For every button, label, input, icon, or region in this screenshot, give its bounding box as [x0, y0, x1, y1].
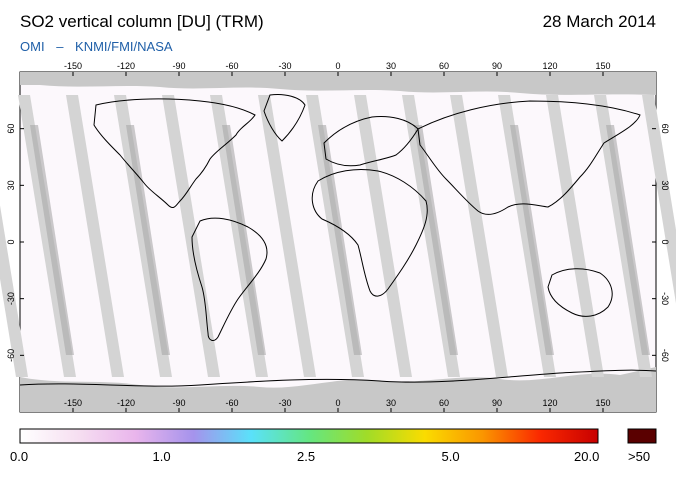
swath-shadow-band: [126, 125, 170, 355]
swath-shadow-band: [318, 125, 362, 355]
australia-outline: [547, 268, 613, 317]
colorbar-label: 0.0: [10, 449, 29, 464]
so2-colorbar: [19, 428, 657, 444]
overpass-gap-band: [258, 95, 316, 377]
lon-tick-label-top: -30: [278, 61, 291, 71]
lon-tick-label-top: 30: [386, 61, 396, 71]
lon-tick-label-bottom: -30: [278, 398, 291, 408]
africa-outline: [311, 168, 428, 297]
lon-tick-label-top: 120: [542, 61, 557, 71]
lon-tick-label-bottom: 120: [542, 398, 557, 408]
swath-shadow-band: [414, 125, 458, 355]
lon-tick-label-bottom: -90: [172, 398, 185, 408]
lon-tick-label-bottom: -150: [64, 398, 82, 408]
asia-outline: [417, 100, 641, 215]
colorbar-label: 20.0: [574, 449, 600, 464]
antarctic-no-data: [20, 367, 656, 412]
lat-tick-label-left: 30: [6, 180, 16, 190]
lon-tick-label-top: -60: [225, 61, 238, 71]
so2-world-map: -150 -120 -90 -60 -30 0 30 60 90 120 150 -150 -120-…: [0, 61, 676, 413]
south-america-outline: [191, 217, 268, 341]
overpass-gap-band: [642, 95, 676, 304]
lon-tick-label-bottom: 30: [386, 398, 396, 408]
overpass-gap-band: [66, 95, 124, 377]
lon-tick-label-top: -150: [64, 61, 82, 71]
lat-tick-label-right: 60: [660, 124, 670, 134]
north-america-outline: [93, 98, 256, 208]
lon-tick-label-bottom: -60: [225, 398, 238, 408]
antarctica-outline: [19, 369, 657, 387]
map-subtitle: OMI – KNMI/FMI/NASA: [20, 39, 173, 54]
instrument-label: OMI: [20, 39, 45, 54]
europe-outline: [323, 116, 419, 167]
lon-tick-label-top: -120: [117, 61, 135, 71]
colorbar-overflow-label: >50: [628, 449, 651, 464]
swath-shadow-band: [30, 125, 74, 355]
longitude-ticks-bottom: -150 -120 -90 -60 -30 0 30 60 90 120 150: [64, 398, 611, 412]
colorbar-gradient: [19, 428, 599, 444]
lon-tick-label-bottom: 60: [439, 398, 449, 408]
lon-tick-label-top: 90: [492, 61, 502, 71]
lat-tick-label-left: 0: [6, 239, 16, 244]
swath-shadow-band: [510, 125, 554, 355]
overpass-gap-band: [0, 205, 28, 377]
lat-tick-label-left: -60: [6, 349, 16, 362]
lon-tick-label-bottom: -120: [117, 398, 135, 408]
lon-tick-label-top: 60: [439, 61, 449, 71]
continent-outlines: [19, 94, 657, 387]
lon-tick-label-bottom: 150: [595, 398, 610, 408]
lon-tick-label-top: 150: [595, 61, 610, 71]
lat-tick-label-left: 60: [6, 124, 16, 134]
overpass-gap-band: [546, 95, 604, 377]
map-title: SO2 vertical column [DU] (TRM): [20, 12, 264, 31]
lat-tick-label-right: -60: [660, 349, 670, 362]
lat-tick-label-right: 0: [660, 239, 670, 244]
swath-shadow-band: [606, 125, 650, 355]
overpass-gap-band: [450, 95, 508, 377]
longitude-ticks-top: -150 -120 -90 -60 -30 0 30 60 90 120 150: [64, 61, 611, 76]
lon-tick-label-bottom: 90: [492, 398, 502, 408]
arctic-no-data: [20, 72, 656, 95]
lat-tick-label-left: -30: [6, 292, 16, 305]
lat-tick-label-right: -30: [660, 292, 670, 305]
latitude-ticks-left: 60 30 0 -30 -60: [6, 124, 24, 362]
agencies-label: KNMI/FMI/NASA: [75, 39, 173, 54]
subtitle-separator: –: [56, 39, 64, 54]
map-date: 28 March 2014: [542, 12, 656, 31]
greenland-outline: [263, 94, 306, 142]
colorbar-label: 1.0: [152, 449, 171, 464]
lat-tick-label-right: 30: [660, 180, 670, 190]
colorbar-overflow-swatch: [627, 428, 657, 444]
orbit-swaths: [0, 95, 676, 377]
lon-tick-label-top: 0: [335, 61, 340, 71]
overpass-gap-band: [354, 95, 412, 377]
lon-tick-label-top: -90: [172, 61, 185, 71]
colorbar-label: 5.0: [441, 449, 460, 464]
lon-tick-label-bottom: 0: [335, 398, 340, 408]
colorbar-label: 2.5: [297, 449, 316, 464]
latitude-ticks-right: 60 30 0 -30 -60: [652, 124, 670, 362]
swath-shadow-band: [222, 125, 266, 355]
